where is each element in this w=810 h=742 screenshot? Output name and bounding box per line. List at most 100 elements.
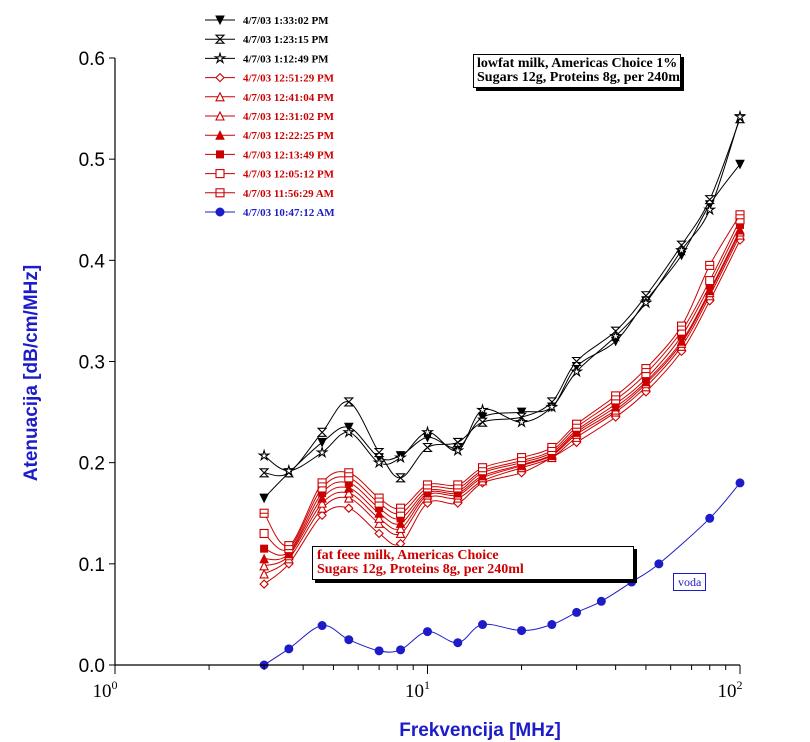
- y-tick-label: 0.2: [79, 454, 105, 475]
- data-point: [215, 72, 225, 83]
- legend-item: 4/7/03 1:23:15 PM: [205, 34, 329, 46]
- legend-item: 4/7/03 1:12:49 PM: [205, 51, 329, 65]
- series-line: [263, 231, 741, 567]
- data-point: [374, 513, 384, 523]
- data-point: [373, 447, 385, 458]
- data-point: [215, 207, 225, 217]
- data-point: [215, 188, 225, 198]
- legend-item: 4/7/03 1:33:02 PM: [205, 15, 329, 27]
- data-point: [374, 518, 384, 528]
- data-point: [611, 391, 621, 401]
- data-point: [317, 437, 327, 448]
- y-tick-label: 0.3: [79, 353, 105, 374]
- legend-label: 4/7/03 12:22:25 PM: [243, 130, 335, 142]
- data-point: [344, 635, 354, 645]
- lowfat-milk-annotation: lowfat milk, Americas Choice 1% Sugars 1…: [473, 54, 681, 88]
- legend-label: 4/7/03 12:41:04 PM: [243, 92, 335, 104]
- data-point: [316, 427, 328, 437]
- legend-item: 4/7/03 10:47:12 AM: [205, 207, 335, 219]
- data-point: [372, 455, 386, 469]
- data-point: [374, 646, 384, 656]
- fatfree-line-2: Sugars 12g, Proteins 8g, per 240ml: [317, 562, 524, 577]
- series-6: [259, 226, 745, 571]
- data-point: [735, 159, 745, 170]
- data-point: [705, 276, 715, 286]
- data-point: [343, 397, 355, 407]
- data-point: [453, 480, 463, 490]
- data-point: [216, 150, 224, 159]
- data-point: [344, 503, 354, 513]
- series-layer: [257, 109, 747, 670]
- legend-label: 4/7/03 1:33:02 PM: [243, 15, 329, 27]
- data-point: [477, 463, 488, 473]
- legend-label: 4/7/03 12:51:29 PM: [243, 73, 335, 85]
- data-point: [215, 169, 225, 179]
- data-point: [733, 109, 747, 123]
- data-point: [596, 596, 606, 606]
- data-point: [342, 425, 356, 438]
- series-line: [263, 163, 741, 499]
- data-point: [423, 627, 432, 637]
- data-point: [259, 553, 269, 564]
- y-axis-title: Atenuacija [dB/cm/MHz]: [21, 265, 42, 481]
- lowfat-line-1: lowfat milk, Americas Choice 1%: [477, 56, 678, 71]
- data-point: [343, 482, 354, 493]
- legend-label: 4/7/03 11:56:29 AM: [243, 188, 335, 200]
- data-point: [393, 450, 408, 464]
- data-point: [317, 478, 327, 488]
- data-point: [639, 295, 653, 309]
- data-point: [516, 407, 527, 418]
- data-point: [547, 442, 557, 453]
- data-point: [640, 291, 652, 301]
- legend-item: 4/7/03 12:05:12 PM: [205, 169, 335, 181]
- data-point: [374, 528, 384, 539]
- data-point: [317, 510, 327, 521]
- data-point: [374, 508, 384, 518]
- legend-label: 4/7/03 1:12:49 PM: [243, 53, 329, 65]
- data-point: [260, 544, 269, 553]
- data-point: [215, 91, 225, 102]
- data-point: [478, 620, 488, 630]
- data-point: [705, 513, 715, 523]
- data-point: [284, 541, 294, 551]
- data-point: [572, 607, 582, 617]
- data-point: [545, 400, 559, 413]
- series-9: [259, 215, 745, 554]
- data-point: [214, 34, 226, 44]
- data-point: [422, 480, 433, 490]
- data-point: [571, 356, 582, 367]
- data-point: [453, 638, 463, 648]
- data-point: [395, 523, 406, 533]
- data-point: [674, 243, 689, 256]
- legend-label: 4/7/03 12:05:12 PM: [243, 169, 335, 181]
- axes: 0.0 0.1 0.2 0.3 0.4 0.5 0.6 100 101 102: [79, 49, 743, 702]
- data-point: [259, 493, 269, 504]
- data-point: [396, 503, 406, 513]
- data-point: [451, 443, 465, 457]
- x-tick-label: 102: [718, 678, 743, 702]
- data-point: [572, 419, 582, 429]
- data-point: [704, 285, 715, 296]
- data-point: [420, 425, 435, 438]
- data-point: [215, 130, 225, 140]
- data-point: [344, 468, 354, 478]
- legend-item: 4/7/03 12:51:29 PM: [205, 73, 335, 85]
- data-point: [315, 445, 329, 459]
- data-point: [284, 644, 294, 654]
- y-tick-label: 0.1: [79, 555, 105, 576]
- series-8: [260, 220, 744, 556]
- fatfree-milk-annotation: fat feee milk, Americas Choice Sugars 12…: [312, 546, 634, 580]
- data-point: [514, 415, 529, 428]
- y-tick-label: 0.4: [79, 251, 106, 272]
- data-point: [259, 528, 269, 539]
- series-4: [259, 235, 745, 589]
- voda-label: voda: [673, 573, 707, 591]
- series-line: [263, 116, 741, 472]
- data-point: [215, 15, 225, 26]
- series-3: [257, 109, 747, 477]
- y-tick-label: 0.0: [79, 656, 105, 677]
- data-point: [395, 473, 406, 483]
- y-tick-label: 0.5: [79, 150, 105, 171]
- data-point: [735, 478, 745, 488]
